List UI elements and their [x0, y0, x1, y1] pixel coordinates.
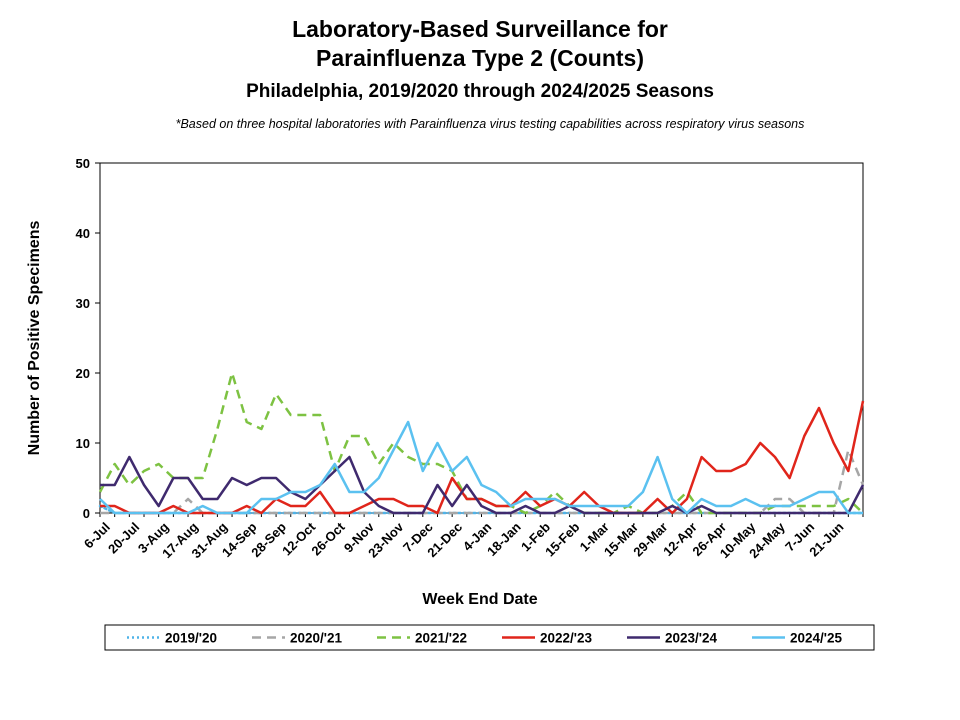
x-axis-title: Week End Date	[422, 591, 537, 608]
y-tick-label: 20	[76, 366, 90, 381]
y-tick-label: 0	[83, 506, 90, 521]
y-tick-label: 50	[76, 156, 90, 171]
legend-label-1: 2020/'21	[290, 631, 343, 646]
legend: 2019/'20 2020/'21 2021/'22 2022/'23 2023/'24…	[127, 631, 843, 646]
legend-label-3: 2022/'23	[540, 631, 593, 646]
y-axis-ticks: 0 10 20 30 40 50	[76, 156, 100, 521]
series-line-5	[99, 420, 863, 515]
y-tick-label: 30	[76, 296, 90, 311]
legend-box	[104, 624, 875, 651]
legend-label-0: 2019/'20	[165, 631, 217, 646]
y-tick-label: 10	[76, 436, 90, 451]
series-lines	[98, 371, 865, 515]
x-axis-ticks: 6-Jul20-Jul3-Aug17-Aug31-Aug14-Sep28-Sep…	[81, 513, 864, 561]
y-tick-label: 40	[76, 226, 90, 241]
legend-label-4: 2023/'24	[665, 631, 718, 646]
chart-title-line2: Parainfluenza Type 2 (Counts)	[315, 45, 644, 71]
x-tick-label: 26-Oct	[308, 519, 348, 559]
plot-area-border	[99, 162, 864, 514]
x-tick-label: 18-Jan	[484, 519, 524, 559]
legend-label-5: 2024/'25	[790, 631, 843, 646]
y-axis-title: Number of Positive Specimens	[26, 221, 43, 456]
chart-title: Laboratory-Based Surveillance for	[292, 16, 668, 42]
chart-subtitle: Philadelphia, 2019/2020 through 2024/202…	[246, 81, 714, 102]
chart-footnote: *Based on three hospital laboratories wi…	[175, 117, 805, 131]
legend-label-2: 2021/'22	[415, 631, 467, 646]
x-tick-label: 20-Jul	[105, 519, 142, 556]
series-line-4	[100, 455, 865, 515]
